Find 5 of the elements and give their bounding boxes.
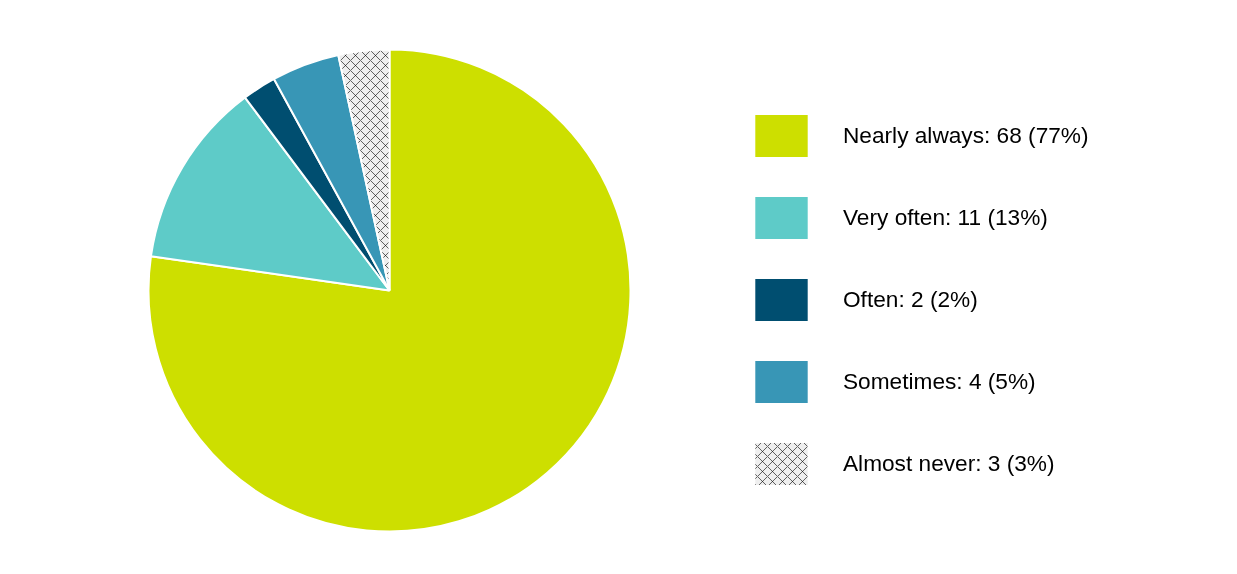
legend-label: Very often: 11 (13%) <box>843 204 1048 231</box>
legend-label: Often: 2 (2%) <box>843 286 978 313</box>
legend-label: Sometimes: 4 (5%) <box>843 368 1036 395</box>
legend-label: Nearly always: 68 (77%) <box>843 122 1089 149</box>
legend-label: Almost never: 3 (3%) <box>843 450 1055 477</box>
